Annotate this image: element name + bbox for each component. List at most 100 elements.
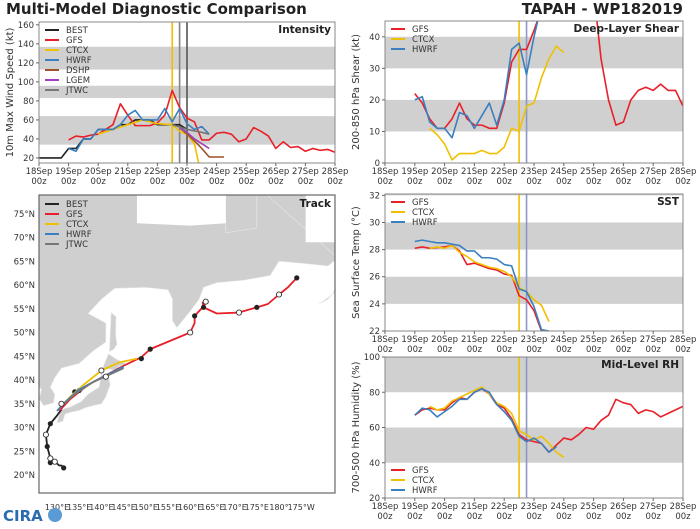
track-point-filled [147, 346, 153, 352]
x-tick-hour: 00z [268, 177, 284, 187]
x-tick-hour: 00z [407, 345, 423, 355]
shaded-band [385, 222, 683, 250]
x-tick-hour: 00z [675, 177, 691, 187]
x-tick-hour: 00z [298, 177, 314, 187]
x-tick-date: 28Sep [670, 335, 697, 345]
y-tick-label: 100 [364, 353, 380, 363]
x-tick-date: 25Sep [580, 167, 607, 177]
legend-label: JTWC [65, 240, 88, 250]
x-tick-date: 18Sep [372, 502, 399, 512]
x-tick-date: 27Sep [292, 167, 319, 177]
y-axis-label: 200-850 hPa Shear (kt) [351, 34, 362, 150]
cira-logo-text: CIRA [3, 507, 43, 525]
legend-label: CTCX [412, 476, 435, 486]
y-axis-label: 700-500 hPa Humidity (%) [351, 361, 362, 493]
shaded-band [385, 99, 683, 132]
panel-title: SST [657, 196, 680, 208]
y-tick-label: 80 [369, 388, 380, 398]
x-tick-date: 23Sep [174, 167, 201, 177]
lat-tick-label: 70°N [14, 234, 35, 244]
track-point-open [275, 291, 283, 298]
legend-label: JTWC [65, 86, 88, 96]
legend-label: BEST [66, 200, 89, 210]
legend-label: LGEM [66, 76, 90, 86]
track-point-open [98, 367, 105, 374]
x-tick-date: 24Sep [550, 335, 577, 345]
track-point-open [102, 373, 109, 380]
track-point-filled [138, 356, 144, 362]
panel-title: Deep-Layer Shear [573, 23, 679, 35]
x-tick-date: 20Sep [431, 335, 458, 345]
x-tick-hour: 00z [556, 177, 572, 187]
x-tick-date: 27Sep [640, 335, 667, 345]
x-tick-date: 22Sep [491, 335, 518, 345]
legend-label: HWRF [412, 45, 438, 55]
x-tick-hour: 00z [239, 177, 255, 187]
legend-label: CTCX [66, 220, 89, 230]
series-line-ctcx [429, 386, 565, 459]
lat-tick-label: 20°N [14, 471, 35, 481]
series-line-ctcx [429, 244, 550, 322]
storm-title: TAPAH - WP182019 [522, 0, 683, 18]
x-tick-hour: 00z [586, 345, 602, 355]
x-tick-date: 28Sep [670, 167, 697, 177]
track-point-filled [44, 443, 50, 450]
x-tick-date: 25Sep [233, 167, 260, 177]
x-tick-hour: 00z [467, 512, 483, 522]
track-point-filled [47, 421, 53, 427]
figure-title: Multi-Model Diagnostic Comparison [6, 0, 307, 18]
japan-honshu [56, 373, 111, 424]
x-tick-hour: 00z [209, 177, 225, 187]
x-tick-hour: 00z [556, 345, 572, 355]
x-tick-hour: 00z [526, 512, 542, 522]
x-tick-date: 22Sep [491, 167, 518, 177]
x-tick-hour: 00z [646, 345, 662, 355]
x-tick-date: 23Sep [521, 335, 548, 345]
series-line-hwrf [414, 239, 550, 331]
x-tick-hour: 00z [327, 177, 343, 187]
x-tick-date: 26Sep [610, 502, 637, 512]
series-line-lgem [179, 126, 210, 150]
x-tick-date: 22Sep [491, 502, 518, 512]
sakhalin-island [109, 311, 118, 353]
lat-tick-label: 30°N [14, 424, 35, 434]
lat-tick-label: 40°N [14, 376, 35, 386]
lat-tick-label: 50°N [14, 329, 35, 339]
x-tick-hour: 00z [526, 177, 542, 187]
x-tick-hour: 00z [407, 512, 423, 522]
legend-label: CTCX [412, 35, 435, 45]
x-tick-hour: 00z [616, 512, 632, 522]
panel-track: 20°N 25°N 30°N 35°N 40°N 45°N 50°N 55°N 60°N 65°N… [14, 194, 336, 512]
legend-label: GFS [412, 466, 429, 476]
x-tick-hour: 00z [377, 512, 393, 522]
x-tick-date: 26Sep [610, 167, 637, 177]
series-line-hwrf [414, 387, 557, 453]
legend-label: DSHP [66, 66, 89, 76]
y-axis-label: Sea Surface Temp (°C) [351, 206, 362, 319]
lon-tick-label: 175°E [245, 503, 269, 512]
track-frame [38, 194, 336, 494]
series-line-ctcx [97, 119, 200, 163]
x-tick-date: 19Sep [401, 167, 428, 177]
panel-title: Intensity [278, 24, 331, 36]
lon-tick-label: 180° [269, 503, 288, 512]
legend-label: CTCX [66, 46, 89, 56]
legend-label: GFS [412, 198, 429, 208]
x-tick-date: 18Sep [372, 335, 399, 345]
x-tick-hour: 00z [61, 177, 77, 187]
x-tick-date: 27Sep [640, 502, 667, 512]
shaded-band [385, 427, 683, 463]
y-tick-label: 30 [369, 64, 380, 74]
track-line-best [45, 408, 65, 469]
x-tick-hour: 00z [497, 345, 513, 355]
y-tick-label: 140 [18, 40, 34, 50]
lon-tick-label: 140°E [89, 503, 113, 512]
x-tick-date: 22Sep [144, 167, 171, 177]
x-tick-date: 21Sep [461, 167, 488, 177]
shaded-band [385, 36, 683, 69]
lat-tick-label: 60°N [14, 281, 35, 291]
x-tick-hour: 00z [150, 177, 166, 187]
track-point-open [187, 329, 194, 336]
x-tick-date: 25Sep [580, 502, 607, 512]
plots-layer: 2040608010012014016018Sep00z19Sep00z20Se… [5, 20, 697, 522]
